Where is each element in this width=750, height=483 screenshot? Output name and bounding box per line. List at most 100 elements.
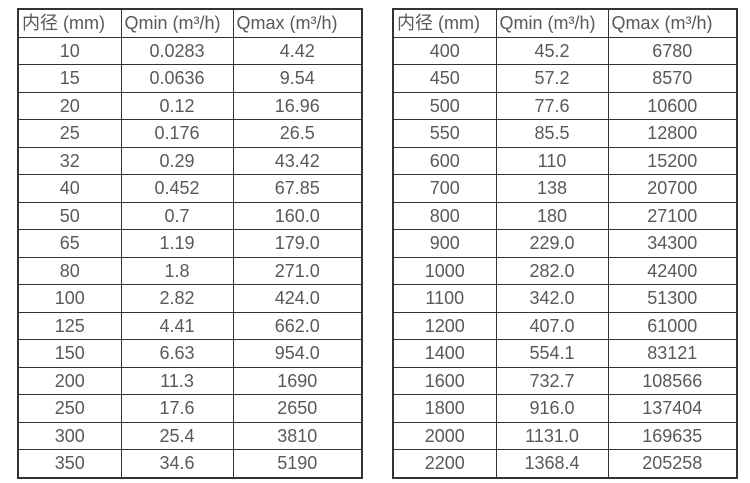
cell: 1800 [392, 394, 497, 423]
cell: 65 [17, 229, 122, 258]
cell: 4.41 [120, 311, 234, 340]
table-row: 10 0.0283 4.42 [17, 36, 363, 65]
cell: 26.5 [232, 119, 363, 148]
cell: 108566 [607, 366, 738, 395]
table-row: 900 229.0 34300 [392, 229, 738, 258]
cell: 229.0 [495, 229, 609, 258]
cell: 1200 [392, 311, 497, 340]
flow-table-large-diameters: 内径 (mm) Qmin (m³/h) Qmax (m³/h) 400 45.2 678… [392, 8, 738, 479]
cell: 732.7 [495, 366, 609, 395]
cell: 4.42 [232, 36, 363, 65]
column-header: 内径 (mm) [392, 8, 497, 38]
table-body: 10 0.0283 4.42 15 0.0636 9.54 20 0.12 16.96 25 0.1… [17, 36, 363, 478]
cell: 125 [17, 311, 122, 340]
cell: 16.96 [232, 91, 363, 120]
cell: 0.0636 [120, 64, 234, 93]
cell: 400 [392, 36, 497, 65]
cell: 954.0 [232, 339, 363, 368]
cell: 57.2 [495, 64, 609, 93]
cell: 0.0283 [120, 36, 234, 65]
flow-table-small-diameters: 内径 (mm) Qmin (m³/h) Qmax (m³/h) 10 0.0283 4.… [17, 8, 363, 479]
cell: 12800 [607, 119, 738, 148]
table-row: 100 2.82 424.0 [17, 284, 363, 313]
cell: 0.176 [120, 119, 234, 148]
column-header: Qmax (m³/h) [607, 8, 738, 38]
header-row: 内径 (mm) Qmin (m³/h) Qmax (m³/h) [392, 8, 738, 38]
table-row: 450 57.2 8570 [392, 64, 738, 93]
cell: 17.6 [120, 394, 234, 423]
table-row: 25 0.176 26.5 [17, 119, 363, 148]
cell: 205258 [607, 449, 738, 478]
cell: 350 [17, 449, 122, 478]
cell: 61000 [607, 311, 738, 340]
cell: 110 [495, 146, 609, 175]
cell: 1400 [392, 339, 497, 368]
cell: 450 [392, 64, 497, 93]
cell: 150 [17, 339, 122, 368]
cell: 700 [392, 174, 497, 203]
cell: 15200 [607, 146, 738, 175]
cell: 2650 [232, 394, 363, 423]
cell: 1.19 [120, 229, 234, 258]
cell: 85.5 [495, 119, 609, 148]
table-row: 1600 732.7 108566 [392, 366, 738, 395]
cell: 20 [17, 91, 122, 120]
cell: 10 [17, 36, 122, 65]
table-row: 1200 407.0 61000 [392, 311, 738, 340]
cell: 100 [17, 284, 122, 313]
cell: 1.8 [120, 256, 234, 285]
cell: 0.452 [120, 174, 234, 203]
cell: 3810 [232, 421, 363, 450]
table-row: 800 180 27100 [392, 201, 738, 230]
cell: 300 [17, 421, 122, 450]
cell: 6780 [607, 36, 738, 65]
cell: 2.82 [120, 284, 234, 313]
column-header: Qmax (m³/h) [232, 8, 363, 38]
cell: 500 [392, 91, 497, 120]
cell: 554.1 [495, 339, 609, 368]
cell: 1690 [232, 366, 363, 395]
cell: 34300 [607, 229, 738, 258]
table-row: 250 17.6 2650 [17, 394, 363, 423]
header-row: 内径 (mm) Qmin (m³/h) Qmax (m³/h) [17, 8, 363, 38]
cell: 34.6 [120, 449, 234, 478]
table-row: 1400 554.1 83121 [392, 339, 738, 368]
table-body: 400 45.2 6780 450 57.2 8570 500 77.6 10600 550 85.… [392, 36, 738, 478]
cell: 0.12 [120, 91, 234, 120]
table-row: 350 34.6 5190 [17, 449, 363, 478]
cell: 0.7 [120, 201, 234, 230]
table-row: 1100 342.0 51300 [392, 284, 738, 313]
cell: 250 [17, 394, 122, 423]
cell: 179.0 [232, 229, 363, 258]
cell: 20700 [607, 174, 738, 203]
table-row: 200 11.3 1690 [17, 366, 363, 395]
table-row: 40 0.452 67.85 [17, 174, 363, 203]
cell: 916.0 [495, 394, 609, 423]
table-row: 50 0.7 160.0 [17, 201, 363, 230]
cell: 407.0 [495, 311, 609, 340]
cell: 169635 [607, 421, 738, 450]
cell: 1000 [392, 256, 497, 285]
table-row: 65 1.19 179.0 [17, 229, 363, 258]
cell: 80 [17, 256, 122, 285]
cell: 1368.4 [495, 449, 609, 478]
cell: 1600 [392, 366, 497, 395]
cell: 45.2 [495, 36, 609, 65]
cell: 180 [495, 201, 609, 230]
cell: 282.0 [495, 256, 609, 285]
cell: 25 [17, 119, 122, 148]
table-row: 32 0.29 43.42 [17, 146, 363, 175]
cell: 40 [17, 174, 122, 203]
cell: 25.4 [120, 421, 234, 450]
cell: 77.6 [495, 91, 609, 120]
table-header: 内径 (mm) Qmin (m³/h) Qmax (m³/h) [392, 8, 738, 38]
cell: 600 [392, 146, 497, 175]
table-row: 400 45.2 6780 [392, 36, 738, 65]
cell: 342.0 [495, 284, 609, 313]
table-row: 125 4.41 662.0 [17, 311, 363, 340]
cell: 11.3 [120, 366, 234, 395]
table-row: 15 0.0636 9.54 [17, 64, 363, 93]
cell: 160.0 [232, 201, 363, 230]
column-header: Qmin (m³/h) [495, 8, 609, 38]
cell: 424.0 [232, 284, 363, 313]
